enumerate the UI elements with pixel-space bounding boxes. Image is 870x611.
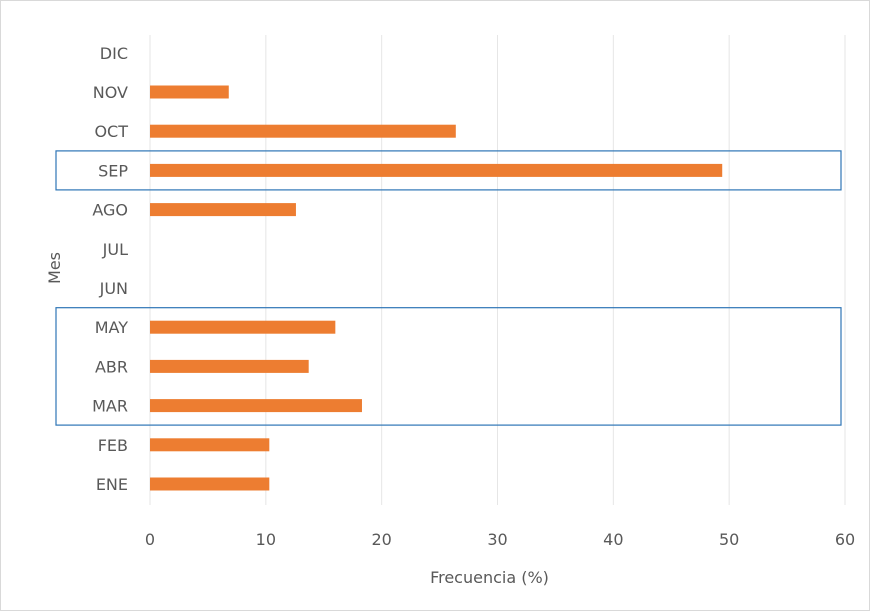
y-tick-label: FEB — [98, 436, 128, 455]
y-tick-label: DIC — [100, 44, 128, 63]
y-tick-label: MAR — [92, 397, 128, 416]
bar — [150, 359, 309, 373]
bars — [150, 85, 723, 491]
y-tick-label: ENE — [96, 475, 128, 494]
bar — [150, 203, 296, 217]
bar — [150, 477, 270, 491]
bar — [150, 320, 336, 334]
y-tick-label: JUN — [99, 279, 128, 298]
bar — [150, 163, 723, 177]
bar — [150, 124, 456, 138]
bar — [150, 438, 270, 452]
y-tick-label: AGO — [92, 201, 128, 220]
y-tick-label: OCT — [94, 122, 128, 141]
y-tick-label: SEP — [98, 161, 128, 180]
y-tick-label: ABR — [95, 357, 128, 376]
bar — [150, 399, 362, 413]
highlight-boxes — [55, 150, 842, 426]
gridlines — [149, 35, 846, 505]
bar — [150, 85, 229, 99]
y-tick-label: JUL — [102, 240, 128, 259]
x-tick-label: 50 — [719, 530, 739, 549]
x-tick-label: 10 — [256, 530, 276, 549]
x-tick-label: 60 — [835, 530, 855, 549]
x-tick-label: 30 — [487, 530, 507, 549]
y-tick-label: NOV — [93, 83, 128, 102]
y-tick-label: MAY — [95, 318, 129, 337]
x-tick-label: 40 — [603, 530, 623, 549]
y-axis-title: Mes — [45, 252, 64, 284]
x-axis-title: Frecuencia (%) — [430, 568, 549, 587]
y-tick-labels: ENE FEB MAR ABR MAY JUN JUL AGO SEP OCT NOV DIC — [92, 44, 128, 494]
highlight-box — [55, 150, 842, 191]
highlight-box — [55, 307, 842, 426]
x-tick-labels: 0 10 20 30 40 50 60 — [145, 530, 855, 549]
x-tick-label: 0 — [145, 530, 155, 549]
x-tick-label: 20 — [371, 530, 391, 549]
